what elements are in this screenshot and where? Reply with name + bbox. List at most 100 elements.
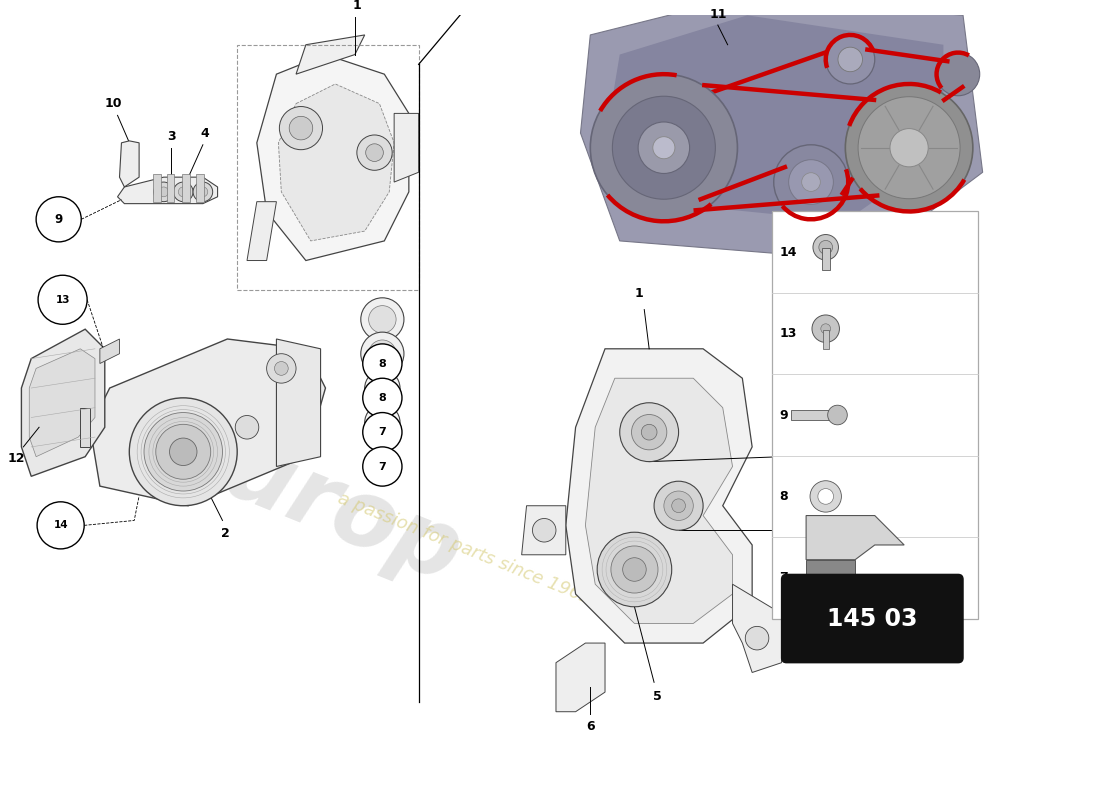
Circle shape xyxy=(363,447,402,486)
Polygon shape xyxy=(276,339,320,466)
Polygon shape xyxy=(90,339,326,506)
Text: a passion for parts since 1962: a passion for parts since 1962 xyxy=(336,490,594,608)
Text: 8: 8 xyxy=(780,490,789,503)
Polygon shape xyxy=(100,339,120,363)
Circle shape xyxy=(827,569,845,586)
Bar xyxy=(791,410,830,420)
Text: 1: 1 xyxy=(352,0,361,12)
Polygon shape xyxy=(248,202,276,261)
Text: 14: 14 xyxy=(53,520,68,530)
Circle shape xyxy=(821,324,830,334)
Circle shape xyxy=(130,398,238,506)
Circle shape xyxy=(619,402,679,462)
Text: 10: 10 xyxy=(104,98,122,110)
Circle shape xyxy=(363,413,402,452)
Circle shape xyxy=(368,340,396,367)
Text: 8: 8 xyxy=(378,393,386,403)
Circle shape xyxy=(623,558,646,582)
Circle shape xyxy=(641,424,657,440)
Polygon shape xyxy=(565,349,752,643)
Circle shape xyxy=(652,137,675,158)
Polygon shape xyxy=(21,329,104,476)
Circle shape xyxy=(374,380,390,396)
Circle shape xyxy=(838,47,862,72)
Circle shape xyxy=(597,532,672,606)
Circle shape xyxy=(235,415,258,439)
Circle shape xyxy=(158,187,168,197)
Polygon shape xyxy=(733,584,782,673)
Text: 7: 7 xyxy=(378,427,386,437)
Circle shape xyxy=(198,187,208,197)
Circle shape xyxy=(826,35,875,84)
Text: 3: 3 xyxy=(167,130,176,143)
Circle shape xyxy=(361,332,404,375)
Circle shape xyxy=(361,298,404,341)
Text: 11: 11 xyxy=(710,8,727,21)
Polygon shape xyxy=(278,84,394,241)
Bar xyxy=(789,574,829,582)
Circle shape xyxy=(610,546,658,593)
Circle shape xyxy=(654,482,703,530)
Polygon shape xyxy=(120,141,139,187)
Text: 4: 4 xyxy=(200,127,209,140)
Text: 7: 7 xyxy=(378,462,386,471)
Circle shape xyxy=(374,414,390,430)
Bar xyxy=(196,174,204,202)
Text: 9: 9 xyxy=(780,409,789,422)
Circle shape xyxy=(365,370,400,406)
Circle shape xyxy=(365,144,383,162)
Polygon shape xyxy=(394,114,419,182)
Circle shape xyxy=(363,378,402,418)
Circle shape xyxy=(818,489,834,504)
Circle shape xyxy=(773,145,848,219)
Circle shape xyxy=(169,438,197,466)
Circle shape xyxy=(279,106,322,150)
Circle shape xyxy=(858,97,960,198)
Circle shape xyxy=(613,96,715,199)
Circle shape xyxy=(672,499,685,513)
Bar xyxy=(153,174,161,202)
Polygon shape xyxy=(521,506,565,554)
FancyBboxPatch shape xyxy=(772,211,978,618)
Bar xyxy=(823,330,828,350)
Text: 5: 5 xyxy=(786,452,795,465)
Circle shape xyxy=(818,241,833,254)
Text: 13: 13 xyxy=(780,327,798,340)
Circle shape xyxy=(890,129,928,167)
FancyBboxPatch shape xyxy=(782,574,962,662)
Polygon shape xyxy=(609,15,944,222)
Circle shape xyxy=(936,53,980,96)
Bar xyxy=(183,174,190,202)
Circle shape xyxy=(275,362,288,375)
Circle shape xyxy=(289,116,312,140)
Circle shape xyxy=(827,406,847,425)
Text: 13: 13 xyxy=(55,294,70,305)
Polygon shape xyxy=(556,643,605,712)
Text: 2: 2 xyxy=(221,527,230,540)
Circle shape xyxy=(802,173,821,191)
Polygon shape xyxy=(30,349,95,457)
Text: europ: europ xyxy=(153,401,475,602)
Polygon shape xyxy=(296,35,365,74)
Polygon shape xyxy=(581,0,982,261)
Circle shape xyxy=(194,182,212,202)
Circle shape xyxy=(368,306,396,333)
Circle shape xyxy=(156,424,211,479)
Text: 6: 6 xyxy=(586,719,595,733)
Circle shape xyxy=(144,413,222,491)
Polygon shape xyxy=(585,378,733,623)
Polygon shape xyxy=(806,515,904,560)
Bar xyxy=(822,248,829,270)
Circle shape xyxy=(266,354,296,383)
Circle shape xyxy=(39,275,87,324)
Circle shape xyxy=(746,626,769,650)
Circle shape xyxy=(363,344,402,383)
Circle shape xyxy=(591,74,737,222)
Polygon shape xyxy=(806,560,855,574)
Text: 5: 5 xyxy=(652,690,661,703)
Polygon shape xyxy=(118,177,218,204)
Text: 145 03: 145 03 xyxy=(827,606,917,630)
Text: 7: 7 xyxy=(780,571,789,584)
Circle shape xyxy=(174,182,194,202)
Circle shape xyxy=(154,182,174,202)
